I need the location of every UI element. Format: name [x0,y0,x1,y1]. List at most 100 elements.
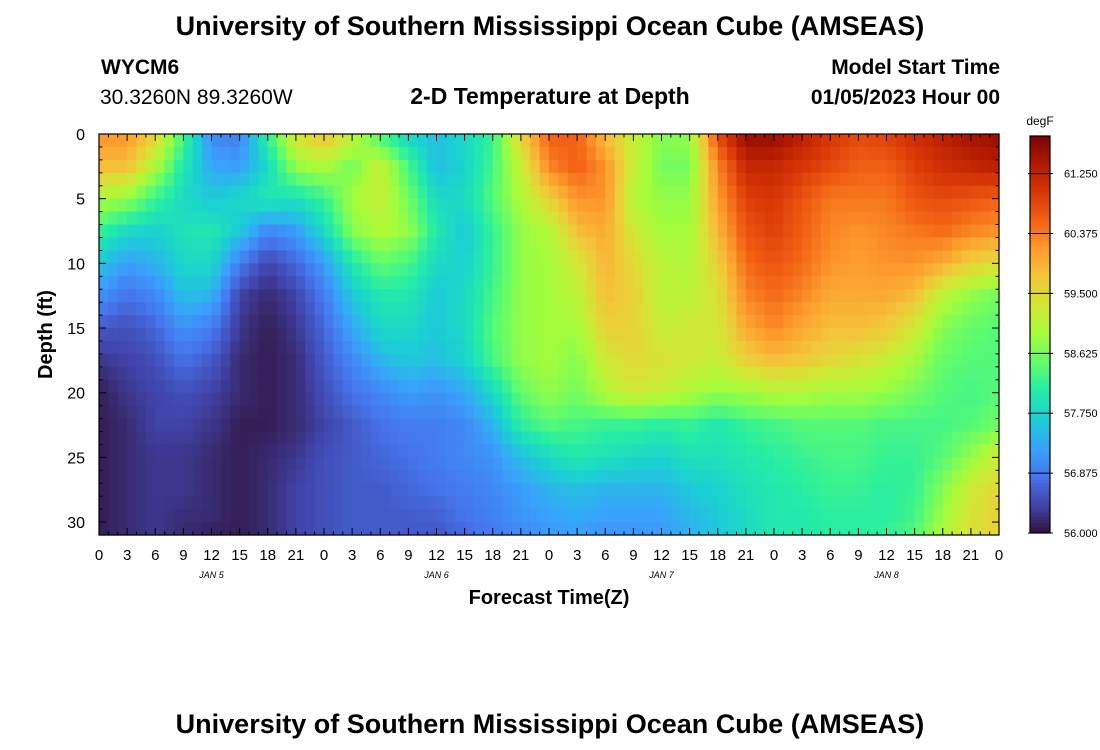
colorbar-segment [1030,321,1050,326]
heatmap-cell [530,444,541,458]
heatmap-cell [774,418,784,433]
heatmap-cell [258,250,269,264]
heatmap-cell [492,328,503,342]
x-tick-label: 6 [151,547,159,564]
heatmap-cell [577,392,588,407]
heatmap-cell [211,263,222,277]
heatmap-cell [99,483,109,497]
heatmap-cell [792,353,803,368]
heatmap-cell [577,431,588,446]
heatmap-cell [886,405,897,420]
heatmap-cell [567,366,578,381]
heatmap-cell [333,315,344,329]
heatmap-cell [239,237,250,252]
heatmap-cell [567,237,578,252]
heatmap-cell [399,146,409,161]
heatmap-cell [792,470,803,484]
heatmap-cell [108,159,119,174]
heatmap-cell [792,211,803,226]
heatmap-cell [708,159,719,174]
heatmap-cell [914,134,925,148]
heatmap-cell [295,496,306,510]
date-label: JAN 6 [423,570,449,580]
heatmap-cell [258,134,269,148]
heatmap-cell [99,457,109,471]
heatmap-cell [980,263,991,277]
heatmap-cell [680,392,691,407]
heatmap-cell [905,353,916,368]
heatmap-cell [239,431,250,446]
heatmap-cell [670,392,681,407]
heatmap-cell [633,431,644,446]
heatmap-cell [342,328,353,342]
heatmap-cell [342,172,353,187]
heatmap-cell [427,509,438,523]
heatmap-cell [895,159,906,174]
heatmap-cell [183,509,194,523]
heatmap-cell [286,457,297,471]
heatmap-cell [417,185,428,200]
heatmap-cell [389,522,400,536]
heatmap-cell [567,483,578,497]
heatmap-cell [145,340,156,355]
heatmap-cell [952,224,963,239]
heatmap-cell [277,263,288,277]
heatmap-cell [117,198,128,213]
heatmap-cell [980,483,991,497]
heatmap-cell [924,340,934,355]
heatmap-cell [352,509,363,523]
heatmap-cell [614,172,625,187]
heatmap-cell [942,146,953,161]
heatmap-cell [408,405,419,420]
heatmap-cell [324,237,334,252]
heatmap-cell [361,328,372,342]
heatmap-cell [642,444,653,458]
heatmap-cell [886,211,897,226]
heatmap-cell [802,509,813,523]
heatmap-cell [155,276,166,290]
heatmap-cell [614,470,625,484]
heatmap-cell [417,237,428,252]
heatmap-cell [258,198,269,213]
heatmap-cell [914,431,925,446]
heatmap-cell [230,289,241,303]
heatmap-cell [136,211,147,226]
heatmap-cell [408,159,419,174]
heatmap-cell [914,483,925,497]
heatmap-cell [727,470,738,484]
heatmap-cell [989,340,1000,355]
heatmap-cell [952,353,963,368]
heatmap-cell [558,172,569,187]
heatmap-cell [464,509,475,523]
heatmap-cell [399,185,409,200]
colorbar-segment [1030,185,1050,190]
heatmap-cell [230,172,241,187]
heatmap-cell [520,444,531,458]
heatmap-cell [867,328,878,342]
footer-title: University of Southern Mississippi Ocean… [175,709,925,739]
heatmap-cell [117,172,128,187]
heatmap-cell [717,418,728,433]
heatmap-cell [605,418,616,433]
heatmap-cell [830,379,841,394]
heatmap-cell [249,198,259,213]
heatmap-cell [464,366,475,381]
heatmap-cell [689,289,700,303]
colorbar-segment [1030,298,1050,302]
heatmap-cell [877,315,888,329]
heatmap-cell [417,315,428,329]
heatmap-cell [886,315,897,329]
heatmap-cell [539,263,550,277]
heatmap-cell [417,276,428,290]
heatmap-cell [502,379,513,394]
heatmap-cell [342,146,353,161]
heatmap-cell [802,198,813,213]
heatmap-cell [689,366,700,381]
heatmap-cell [192,457,203,471]
heatmap-cell [802,250,813,264]
heatmap-cell [295,328,306,342]
heatmap-cell [980,159,991,174]
heatmap-cell [933,302,944,316]
heatmap-cell [689,431,700,446]
heatmap-cell [952,509,963,523]
